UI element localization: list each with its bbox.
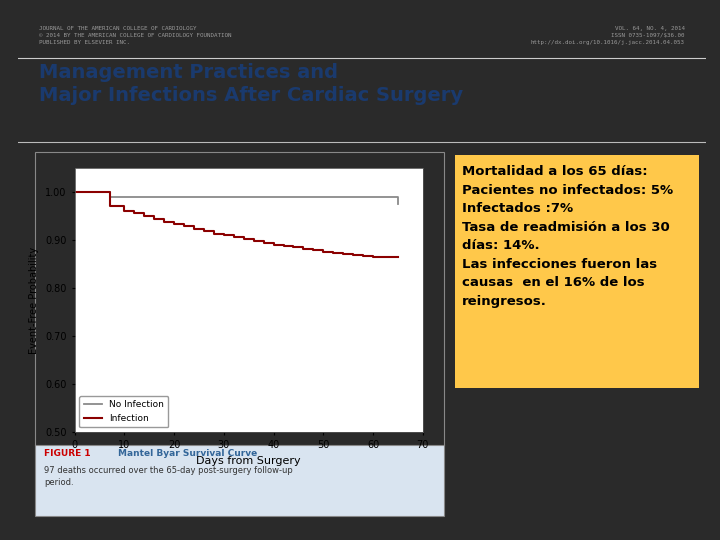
Infection [339, 251, 348, 257]
No Infection [105, 194, 114, 200]
Infection [394, 254, 402, 261]
Text: FIGURE 1: FIGURE 1 [44, 449, 91, 458]
Infection [289, 244, 298, 251]
Text: VOL. 64, NO. 4, 2014
ISSN 0735-1097/$36.00
http://dx.doi.org/10.1016/j.jacc.2014: VOL. 64, NO. 4, 2014 ISSN 0735-1097/$36.… [531, 26, 685, 45]
Line: No Infection: No Infection [75, 192, 398, 204]
Text: JOURNAL OF THE AMERICAN COLLEGE OF CARDIOLOGY
© 2014 BY THE AMERICAN COLLEGE OF : JOURNAL OF THE AMERICAN COLLEGE OF CARDI… [39, 26, 231, 45]
No Infection [71, 189, 79, 195]
Text: Mortalidad a los 65 días:
Pacientes no infectados: 5%
Infectados :7%
Tasa de rea: Mortalidad a los 65 días: Pacientes no i… [462, 165, 672, 308]
Text: 97 deaths occurred over the 65-day post-surgery follow-up
period.: 97 deaths occurred over the 65-day post-… [44, 467, 293, 487]
Bar [35, 152, 444, 516]
Infection [170, 221, 179, 227]
No Infection [394, 201, 402, 207]
Infection [170, 218, 179, 225]
Text: Management Practices and
Major Infections After Cardiac Surgery: Management Practices and Major Infection… [39, 63, 463, 105]
Infection [71, 189, 79, 195]
No Infection [105, 189, 114, 195]
Infection [309, 247, 318, 254]
Legend: No Infection, Infection: No Infection, Infection [79, 396, 168, 428]
Y-axis label: Event-Free Probability: Event-Free Probability [30, 247, 40, 354]
Text: Mantel Byar Survival Curve: Mantel Byar Survival Curve [117, 449, 257, 458]
Bar [35, 446, 444, 516]
Infection [369, 253, 377, 260]
Bar [454, 155, 698, 388]
Line: Infection: Infection [75, 192, 398, 258]
Infection [379, 254, 387, 261]
X-axis label: Days from Surgery: Days from Surgery [197, 456, 301, 466]
